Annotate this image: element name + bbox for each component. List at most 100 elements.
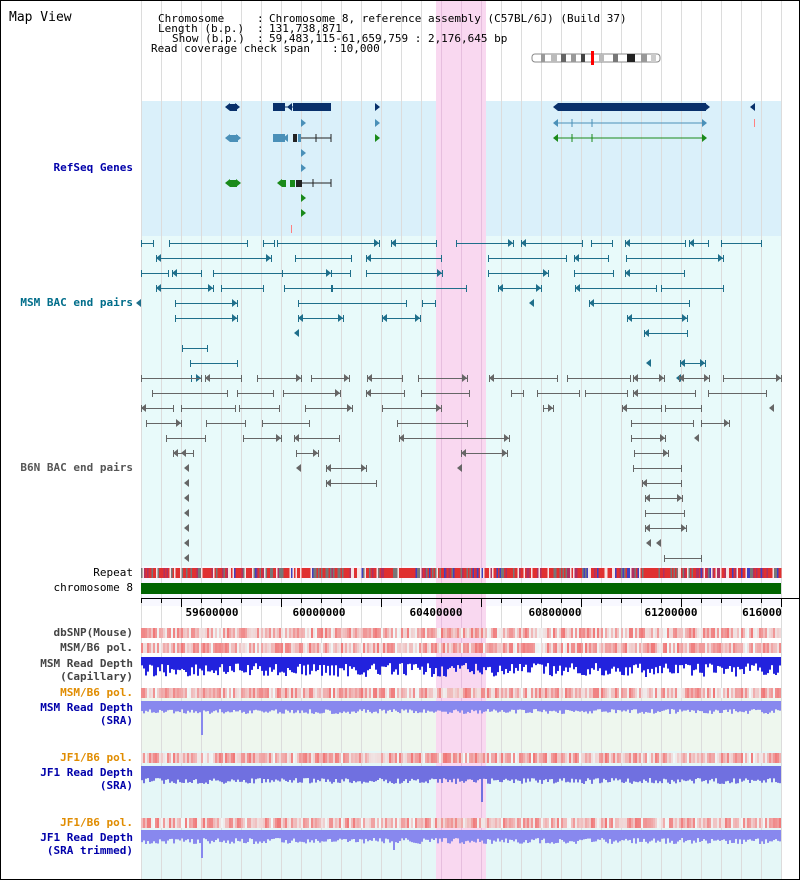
jf1-b6-pol2-heat [241,818,243,828]
msm-b6-pol2-heat [145,688,147,698]
jf1-b6-pol-heat [165,753,167,763]
jf1-b6-pol-heat [681,753,683,763]
msm-depth-capillary-bar [331,657,333,666]
msm-depth-sra-bar [677,701,679,712]
msm-b6-pol-heat [235,643,237,653]
track-label-dbsnp[interactable]: dbSNP(Mouse) [53,626,133,639]
msm-depth-sra-bar [701,701,703,712]
jf1-b6-pol2-heat [461,818,463,828]
track-label-msm-depth-sra[interactable]: MSM Read Depth [40,701,133,714]
msm-depth-sra-bar [485,701,487,712]
repeat-mark [496,568,498,578]
repeat-mark [702,568,704,578]
jf1-trimmed-bar [333,830,335,842]
jf1-b6-pol2-heat [555,818,557,828]
msm-depth-capillary-bar [273,657,275,670]
msm-depth-sra-bar [499,701,501,712]
msm-b6-pol-heat [185,643,187,653]
track-label-repeat[interactable]: Repeat [93,566,133,579]
msm-b6-pol2-heat [669,688,671,698]
repeat-mark [426,568,428,578]
dbsnp-heat [495,628,497,638]
msm-b6-pol2-heat [551,688,553,698]
dbsnp-heat [187,628,189,638]
jf1-b6-pol2-heat [399,818,401,828]
jf1-trimmed-bar [245,830,247,844]
msm-b6-pol-heat [207,643,209,653]
jf1-depth-bar [237,766,239,780]
msm-b6-pol-heat [725,643,727,653]
track-label-msm-depth-capillary-sub[interactable]: (Capillary) [60,670,133,683]
repeat-mark [508,568,510,578]
msm-depth-capillary-bar [183,657,185,670]
msm-depth-sra-bar [197,701,199,714]
repeat-mark [340,568,342,578]
msm-depth-sra-bar [751,701,753,710]
jf1-trimmed-bar [541,830,543,841]
dbsnp-heat [247,628,249,638]
track-label-refseq[interactable]: RefSeq Genes [53,161,133,174]
repeat-mark [516,568,518,578]
msm-b6-pol-heat [751,643,753,653]
msm-b6-pol2-heat [739,688,741,698]
bac-end-arrow [679,374,684,382]
track-label-chromosome[interactable]: chromosome 8 [53,581,133,594]
track-label-msm-b6-pol-2[interactable]: MSM/B6 pol. [60,686,133,699]
msm-depth-sra-bar [647,701,649,713]
msm-b6-pol2-heat [691,688,693,698]
track-label-msm-bac[interactable]: MSM BAC end pairs [20,296,133,309]
repeat-mark [313,568,315,578]
repeat-mark [271,568,273,578]
msm-b6-pol2-heat [495,688,497,698]
jf1-depth-bar [575,766,577,780]
jf1-b6-pol2-heat [641,818,643,828]
jf1-b6-pol-heat [207,753,209,763]
msm-depth-capillary-bar [763,657,765,675]
track-label-msm-depth-capillary[interactable]: MSM Read Depth [40,657,133,670]
jf1-depth-bar [243,766,245,780]
jf1-trimmed-bar [771,830,773,842]
jf1-depth-bar [713,766,715,782]
msm-b6-pol-heat [289,643,291,653]
bac-end-arrow [335,389,340,397]
dbsnp-heat [303,628,305,638]
track-label-jf1-depth[interactable]: JF1 Read Depth [40,766,133,779]
msm-b6-pol2-heat [497,688,499,698]
jf1-depth-bar [503,766,505,780]
jf1-b6-pol2-heat [615,818,617,828]
repeat-mark [553,568,555,578]
dbsnp-heat [715,628,717,638]
jf1-depth-bar [723,766,725,784]
track-label-jf1-b6-pol-1[interactable]: JF1/B6 pol. [60,751,133,764]
track-label-msm-b6-pol-1[interactable]: MSM/B6 pol. [60,641,133,654]
jf1-b6-pol2-heat [305,818,307,828]
jf1-b6-pol2-heat [551,818,553,828]
msm-depth-sra-bar [295,701,297,713]
msm-b6-pol-heat [693,643,695,653]
jf1-b6-pol2-heat [311,818,313,828]
msm-b6-pol2-heat [553,688,555,698]
jf1-b6-pol-heat [481,753,483,763]
msm-depth-capillary-bar [673,657,675,674]
msm-depth-sra-bar [755,701,757,711]
dbsnp-heat [363,628,365,638]
msm-b6-pol2-heat [363,688,365,698]
repeat-mark [511,568,513,578]
track-label-jf1-trimmed[interactable]: JF1 Read Depth [40,831,133,844]
jf1-b6-pol2-heat [485,818,487,828]
jf1-b6-pol2-heat [613,818,615,828]
track-label-b6n-bac[interactable]: B6N BAC end pairs [20,461,133,474]
track-label-jf1-depth-sub[interactable]: (SRA) [99,779,133,792]
msm-depth-sra-bar [187,701,189,711]
jf1-depth-bar [153,766,155,781]
jf1-b6-pol-heat [663,753,665,763]
jf1-trimmed-bar [457,830,459,839]
track-label-msm-depth-sra-sub[interactable]: (SRA) [99,714,133,727]
jf1-b6-pol-heat [313,753,315,763]
dbsnp-heat [217,628,219,638]
msm-depth-sra-bar [515,701,517,714]
track-label-jf1-trimmed-sub[interactable]: (SRA trimmed) [46,844,133,857]
msm-depth-sra-bar [247,701,249,714]
track-label-jf1-b6-pol-2[interactable]: JF1/B6 pol. [60,816,133,829]
dbsnp-heat [501,628,503,638]
